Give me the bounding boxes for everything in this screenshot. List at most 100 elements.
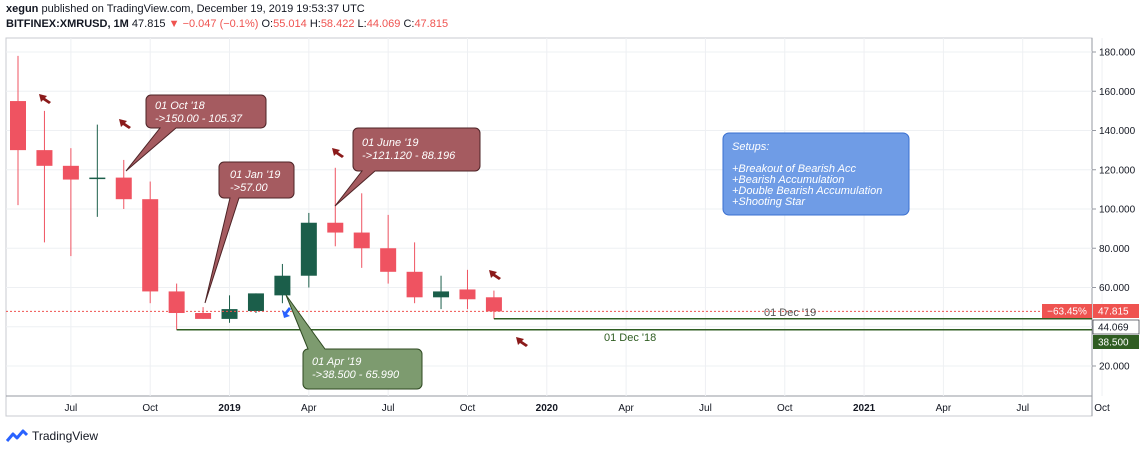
setups-item-2: +Bearish Accumulation	[732, 174, 844, 186]
candle	[300, 212, 317, 288]
candle-body	[485, 297, 502, 312]
tradingview-footer[interactable]: TradingView	[6, 429, 98, 443]
candle	[10, 55, 26, 206]
time-tick-label: 2021	[853, 403, 876, 414]
setups-note[interactable]: Setups: +Breakout of Bearish Acc +Bearis…	[722, 132, 910, 216]
time-tick-label: Oct	[1094, 403, 1110, 414]
high-label: H:	[309, 18, 321, 30]
candle-body	[247, 293, 264, 312]
support-line-label: 01 Dec '18	[604, 332, 656, 344]
candle	[433, 275, 450, 310]
candle	[327, 167, 344, 247]
time-tick-label: Jul	[699, 403, 712, 414]
time-tick-label: Apr	[618, 403, 634, 414]
time-tick-label: 2020	[536, 403, 559, 414]
candle-body	[406, 271, 423, 298]
callout-apr-19-line1: 01 Apr '19	[312, 356, 361, 368]
buy-arrow-icon	[282, 307, 291, 318]
time-tick-label: Jul	[1016, 403, 1029, 414]
price-tick-label: 100.000	[1099, 205, 1136, 216]
sell-arrow-icon	[119, 119, 131, 129]
callout-jan-19-line2: ->57.00	[230, 182, 268, 194]
close-label: C:	[403, 18, 415, 30]
time-tick-label: 2019	[218, 403, 241, 414]
sell-arrow-icon	[516, 337, 528, 347]
author-name[interactable]: xegun	[6, 3, 39, 15]
horizontal-lines	[6, 310, 1092, 331]
price-tick-label: 60.000	[1099, 283, 1130, 294]
bearish-markers	[39, 94, 528, 347]
candle-body	[327, 222, 344, 233]
tradingview-logo-icon	[6, 429, 28, 442]
candle-body	[459, 289, 476, 300]
low-price-tag-text: 44.069	[1098, 323, 1129, 334]
candle-body	[36, 150, 53, 166]
close-value: 47.815	[414, 18, 449, 30]
last-price: 47.815	[131, 18, 166, 30]
time-tick-label: Oct	[777, 403, 793, 414]
support-price-tag-text: 38.500	[1098, 338, 1129, 349]
time-axis[interactable]: Jul Oct 2019 Apr Jul Oct 2020 Apr Jul Oct 2021 Apr J…	[64, 403, 1110, 414]
time-tick-label: Jul	[382, 403, 395, 414]
low-price-tag	[1092, 319, 1140, 335]
candle	[62, 148, 79, 257]
callout-apr-19-line2: ->38.500 - 65.990	[312, 369, 400, 381]
price-tick-label: 80.000	[1099, 244, 1130, 255]
high-value: 58.422	[320, 18, 355, 30]
candle	[142, 181, 159, 304]
candle	[485, 290, 502, 319]
published-text: published on TradingView.com, December 1…	[41, 3, 365, 15]
tradingview-brand: TradingView	[32, 429, 99, 443]
candle-body	[221, 309, 238, 319]
symbol-label[interactable]: BITFINEX:XMRUSD, 1M	[6, 18, 129, 30]
setups-item-3: +Double Bearish Accumulation	[732, 185, 882, 197]
candle	[247, 293, 264, 314]
candle	[168, 283, 185, 330]
callout-oct-18[interactable]: 01 Oct '18 ->150.00 - 105.37	[125, 94, 267, 172]
candle-body	[142, 199, 159, 292]
callout-jun-19-line1: 01 June '19	[362, 137, 419, 149]
candle-body	[195, 313, 212, 319]
pct-change-tag	[1042, 304, 1092, 318]
open-label: O:	[261, 18, 274, 30]
callout-jan-19[interactable]: 01 Jan '19 ->57.00	[204, 161, 295, 304]
time-tick-label: Oct	[142, 403, 158, 414]
candle-body	[353, 232, 370, 249]
sell-arrow-icon	[332, 148, 344, 158]
price-tick-label: 20.000	[1099, 362, 1130, 373]
open-value: 55.014	[273, 18, 307, 30]
candle	[195, 307, 212, 319]
setups-item-4: +Shooting Star	[732, 196, 806, 208]
ohlc-legend: BITFINEX:XMRUSD, 1M 47.815 ▼ −0.047 (−0.…	[6, 18, 448, 30]
candle-body	[380, 248, 397, 272]
candle	[380, 214, 397, 284]
callout-apr-19[interactable]: 01 Apr '19 ->38.500 - 65.990	[285, 294, 423, 390]
candle-body	[168, 291, 185, 314]
setups-title: Setups:	[732, 141, 769, 153]
candle	[115, 159, 132, 209]
price-tick-label: 180.000	[1099, 48, 1136, 59]
price-change: ▼ −0.047 (−0.1%)	[168, 18, 259, 30]
price-tick-label: 120.000	[1099, 165, 1136, 176]
candle-body	[10, 101, 26, 151]
time-tick-label: Apr	[301, 403, 317, 414]
candle-body	[115, 177, 132, 200]
time-tick-label: Oct	[460, 403, 476, 414]
gridlines	[6, 38, 1103, 396]
callout-jun-19[interactable]: 01 June '19 ->121.120 - 88.196	[334, 127, 481, 207]
candle-body	[62, 165, 79, 180]
last-price-tag-text: 47.815	[1098, 307, 1129, 318]
price-tick-label: 140.000	[1099, 126, 1136, 137]
time-tick-label: Apr	[936, 403, 952, 414]
price-tick-label: 160.000	[1099, 87, 1136, 98]
callout-jun-19-line2: ->121.120 - 88.196	[362, 150, 456, 162]
candle	[406, 242, 423, 304]
candle	[353, 193, 370, 268]
time-tick-label: Jul	[64, 403, 77, 414]
callout-oct-18-line2: ->150.00 - 105.37	[155, 113, 243, 125]
pct-change-text: −63.45%	[1047, 307, 1087, 318]
low-value: 44.069	[366, 18, 401, 30]
candle-body	[300, 222, 317, 276]
candle-body	[89, 177, 106, 180]
